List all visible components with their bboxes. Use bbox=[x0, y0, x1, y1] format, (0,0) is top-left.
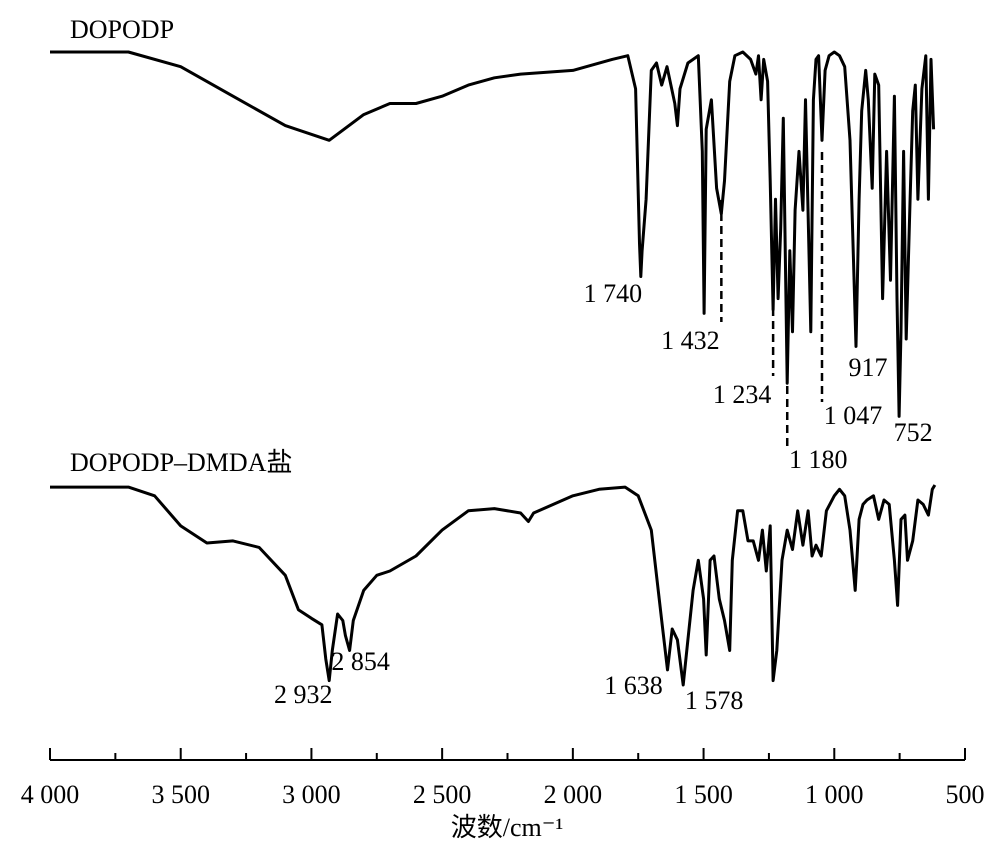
series-name: DOPODP–DMDA盐 bbox=[70, 448, 292, 477]
peak-label: 1 578 bbox=[685, 686, 744, 715]
peak-label: 1 638 bbox=[604, 671, 663, 700]
peak-label: 1 180 bbox=[789, 445, 848, 474]
x-tick-label: 500 bbox=[946, 780, 985, 809]
peak-label: 1 432 bbox=[661, 326, 720, 355]
x-axis-label: 波数/cm⁻¹ bbox=[451, 813, 564, 842]
spectrum-line bbox=[50, 50, 936, 418]
peak-label: 1 234 bbox=[713, 380, 772, 409]
x-tick-label: 1 000 bbox=[805, 780, 864, 809]
peak-label: 917 bbox=[848, 353, 887, 382]
peak-label: 1 740 bbox=[584, 279, 643, 308]
peak-label: 2 932 bbox=[274, 680, 333, 709]
x-tick-label: 3 000 bbox=[282, 780, 341, 809]
x-tick-label: 1 500 bbox=[674, 780, 733, 809]
peak-label: 1 047 bbox=[824, 401, 883, 430]
x-tick-label: 3 500 bbox=[151, 780, 210, 809]
peak-label: 752 bbox=[894, 418, 933, 447]
spectrum-line bbox=[50, 484, 937, 687]
peak-label: 2 854 bbox=[331, 647, 390, 676]
x-tick-label: 4 000 bbox=[21, 780, 80, 809]
x-tick-label: 2 500 bbox=[413, 780, 472, 809]
series-name: DOPODP bbox=[70, 15, 174, 44]
x-tick-label: 2 000 bbox=[544, 780, 603, 809]
